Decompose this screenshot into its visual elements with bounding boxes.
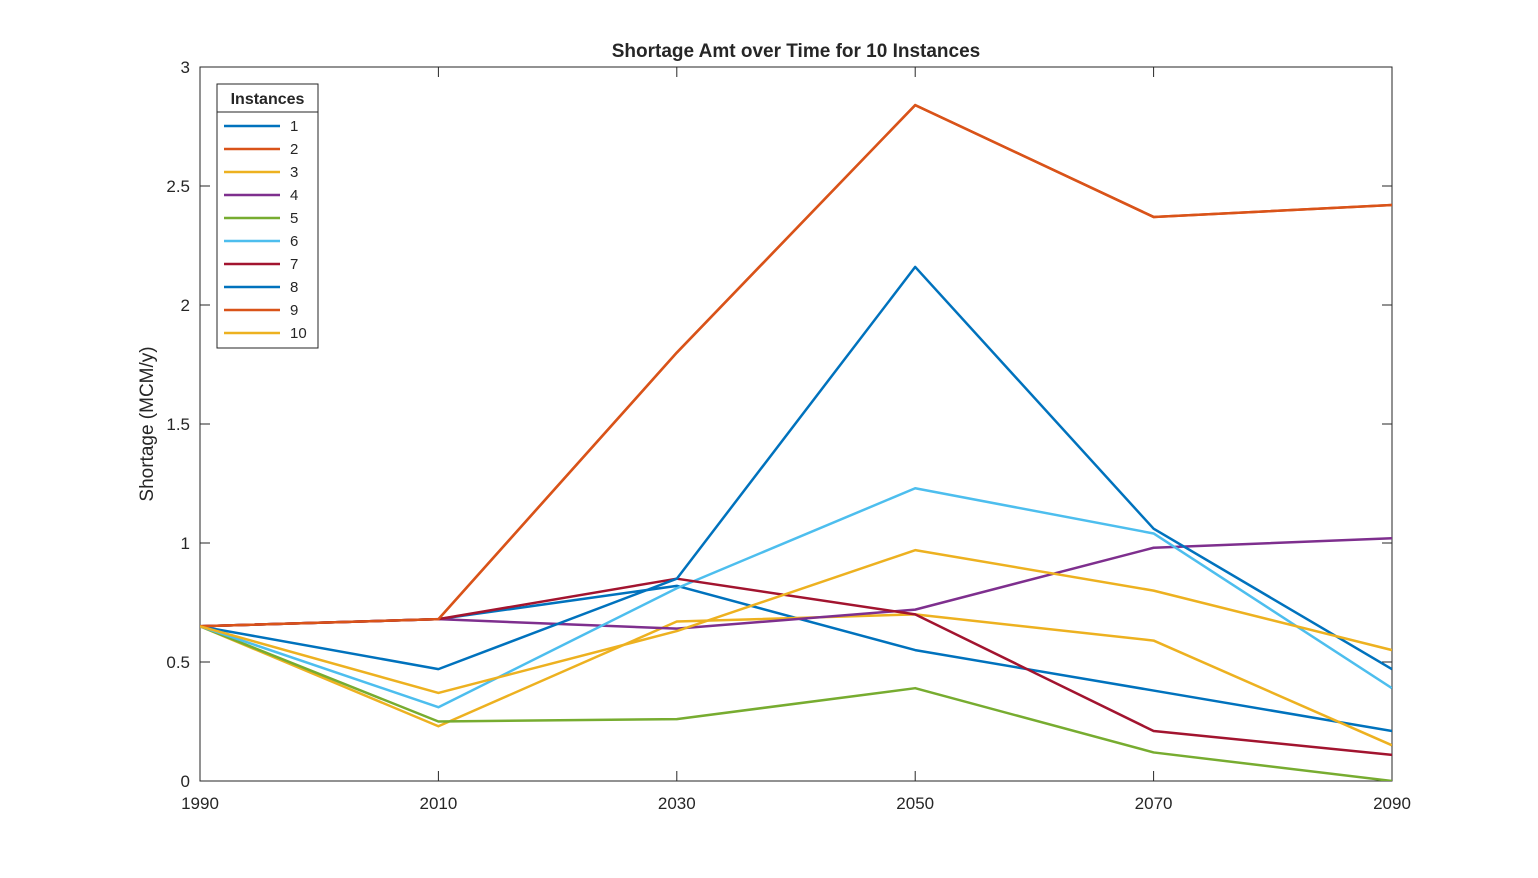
y-tick-label: 0.5 xyxy=(166,653,190,672)
legend-label-10: 10 xyxy=(290,325,307,342)
legend-label-8: 8 xyxy=(290,279,298,296)
legend-label-1: 1 xyxy=(290,118,298,135)
y-tick-label: 2 xyxy=(181,296,190,315)
legend: Instances 1 2 3 4 5 6 7 8 9 10 xyxy=(216,83,319,349)
series-line-6 xyxy=(200,487,1392,709)
x-tick-label: 2070 xyxy=(1135,794,1173,813)
legend-label-3: 3 xyxy=(290,164,298,181)
x-tick-label: 2030 xyxy=(658,794,696,813)
legend-label-4: 4 xyxy=(290,187,298,204)
chart-title: Shortage Amt over Time for 10 Instances xyxy=(612,41,981,62)
series-line-2 xyxy=(200,103,1392,628)
series-line-9 xyxy=(200,103,1392,628)
legend-label-7: 7 xyxy=(290,256,298,273)
legend-label-2: 2 xyxy=(290,141,298,158)
legend-label-9: 9 xyxy=(290,302,298,319)
x-tick-label: 1990 xyxy=(181,794,219,813)
y-tick-label: 2.5 xyxy=(166,177,190,196)
series-line-5 xyxy=(200,625,1392,781)
series-lines xyxy=(200,103,1392,781)
y-tick-label: 0 xyxy=(181,772,190,791)
x-tick-label: 2090 xyxy=(1373,794,1411,813)
legend-label-6: 6 xyxy=(290,233,298,250)
x-tick-label: 2050 xyxy=(896,794,934,813)
x-tick-label: 2010 xyxy=(419,794,457,813)
plot-area: 1990 2010 2030 2050 2070 209000.511.522.53Ins… xyxy=(166,58,1411,813)
legend-title: Instances xyxy=(231,91,305,108)
y-axis-label: Shortage (MCM/y) xyxy=(137,346,158,501)
series-line-3 xyxy=(200,613,1392,747)
series-line-4 xyxy=(200,536,1392,630)
legend-label-5: 5 xyxy=(290,210,298,227)
y-tick-label: 1.5 xyxy=(166,415,190,434)
y-tick-label: 1 xyxy=(181,534,190,553)
y-tick-label: 3 xyxy=(181,58,190,77)
legend-box xyxy=(216,83,319,349)
series-line-8 xyxy=(200,265,1392,671)
series-line-10 xyxy=(200,548,1392,695)
